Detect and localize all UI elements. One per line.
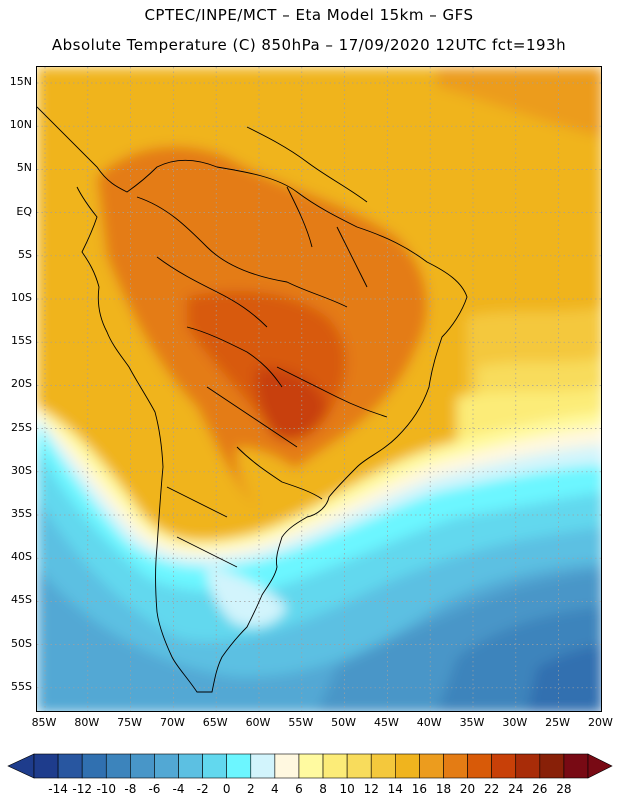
map-title-line1: CPTEC/INPE/MCT – Eta Model 15km – GFS [144,6,474,24]
lat-label-50s: 50S [11,636,32,650]
colorbar-label: -6 [148,782,161,796]
colorbar-swatch [515,753,541,779]
colorbar-swatch [202,753,227,779]
colorbar-label: 28 [556,782,572,796]
lat-label-35s: 35S [11,507,32,520]
lon-label-55w: 55W [288,716,314,729]
lon-label-25w: 25W [545,716,571,729]
lat-label-55s: 55S [11,679,32,693]
lat-label-15n: 15N [9,75,32,88]
lat-label-eq: EQ [16,204,32,218]
colorbar-swatch [563,753,589,779]
lat-label-40s: 40S [11,550,32,564]
colorbar-swatch [81,753,107,779]
colorbar-swatch [467,753,492,779]
colorbar-label: 16 [411,782,428,796]
colorbar-label: -2 [196,782,209,796]
colorbar-swatch [250,753,276,779]
colorbar-swatch [105,753,131,779]
lon-label-50w: 50W [331,716,357,729]
lon-label-30w: 30W [502,716,528,729]
lat-label-25s: 25S [11,420,32,434]
lat-label-20s: 20S [11,377,32,391]
colorbar-swatch [33,753,59,779]
lon-label-80w: 80W [74,716,100,729]
colorbar-label: 8 [319,782,327,796]
lon-label-40w: 40W [416,716,442,729]
lat-label-15s: 15S [11,334,32,348]
colorbar-label: -8 [124,782,137,796]
lon-label-85w: 85W [31,716,57,729]
lat-label-45s: 45S [11,593,32,607]
colorbar-swatch [274,753,300,779]
colorbar-label: 24 [508,782,524,796]
colorbar-swatch [154,753,179,779]
colorbar-swatch [226,753,252,779]
temperature-colorbar [7,753,613,779]
colorbar-label: 18 [435,782,452,796]
lon-label-45w: 45W [373,716,399,729]
colorbar-swatch [298,753,324,779]
colorbar-swatch [130,753,155,779]
colorbar-label: -12 [72,782,92,796]
colorbar-swatch [370,753,396,779]
colorbar-swatch [539,753,565,779]
colorbar-swatch [419,753,444,779]
temperature-field [37,67,601,711]
colorbar-label: 2 [246,782,255,796]
lon-label-65w: 65W [202,716,228,729]
lat-label-30s: 30S [11,463,32,477]
colorbar-swatch [57,753,83,779]
coastlines-and-borders [37,106,468,693]
colorbar-swatch [178,753,203,779]
colorbar-high-arrow [587,753,613,779]
lon-label-35w: 35W [459,716,485,729]
colorbar-label: -4 [172,782,185,796]
temperature-map [36,66,602,712]
colorbar-label: 0 [222,782,231,796]
colorbar-swatch [322,753,348,779]
lon-label-75w: 75W [117,716,143,729]
colorbar-label: 10 [339,782,355,796]
colorbar-swatch [346,753,372,779]
lat-label-10n: 10N [9,118,32,132]
colorbar-label: -14 [48,782,68,796]
colorbar-label: -10 [96,782,117,796]
colorbar-swatch [395,753,420,779]
lat-label-5n: 5N [16,161,32,175]
colorbar-label: 22 [484,782,500,796]
colorbar-label: 14 [387,782,403,796]
lat-label-10s: 10S [11,291,32,304]
colorbar-swatch [491,753,517,779]
lon-label-60w: 60W [245,716,271,729]
colorbar-swatch [443,753,468,779]
lon-label-70w: 70W [159,716,185,729]
colorbar-label: 6 [295,782,303,796]
colorbar-low-arrow [7,753,35,779]
colorbar-label: 4 [271,782,279,796]
colorbar-label: 20 [459,782,476,796]
map-title-line2: Absolute Temperature (C) 850hPa – 17/09/… [51,36,567,54]
lat-label-5s: 5S [18,247,32,261]
colorbar-label: 26 [532,782,548,796]
temperature-shading [37,67,601,711]
lon-label-20w: 20W [587,716,613,729]
colorbar-label: 12 [363,782,379,796]
